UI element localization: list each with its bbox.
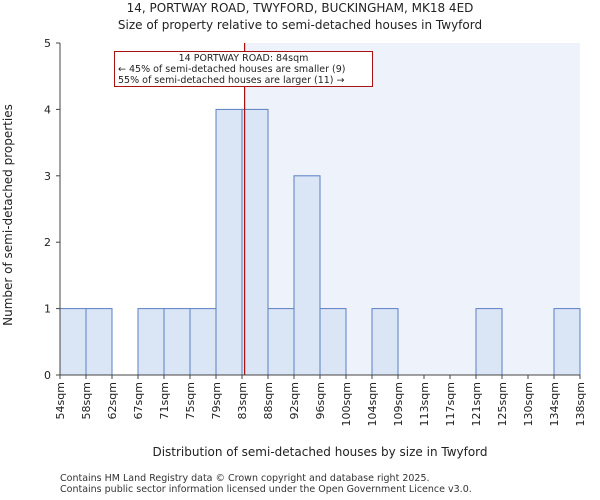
x-tick-label: 109sqm [392, 382, 405, 426]
x-tick-label: 83sqm [236, 382, 249, 419]
y-tick-label: 0 [44, 369, 51, 382]
bar [189, 308, 217, 376]
bar [553, 308, 581, 376]
bar [293, 175, 321, 376]
footer-line-2: Contains public sector information licen… [60, 484, 472, 495]
bar [319, 308, 347, 376]
annotation-box: 14 PORTWAY ROAD: 84sqm ← 45% of semi-det… [114, 51, 373, 87]
y-tick-label: 4 [44, 103, 51, 116]
bar [241, 108, 269, 376]
bar [267, 308, 295, 376]
x-tick-label: 96sqm [314, 382, 327, 419]
annotation-title: 14 PORTWAY ROAD: 84sqm [178, 53, 309, 64]
x-tick-label: 75sqm [184, 382, 197, 419]
bar [163, 308, 191, 376]
annotation-larger: 55% of semi-detached houses are larger (… [118, 75, 345, 86]
y-tick-label: 5 [44, 37, 51, 50]
x-tick-label: 88sqm [262, 382, 275, 419]
bar [215, 108, 243, 376]
x-tick-label: 71sqm [158, 382, 171, 419]
footer-line-1: Contains HM Land Registry data © Crown c… [60, 473, 430, 484]
bar [59, 308, 87, 376]
x-tick-label: 138sqm [574, 382, 587, 426]
chart-title: 14, PORTWAY ROAD, TWYFORD, BUCKINGHAM, M… [126, 1, 474, 15]
x-tick-label: 58sqm [80, 382, 93, 419]
y-tick-label: 2 [44, 236, 51, 249]
x-axis-label: Distribution of semi-detached houses by … [152, 445, 488, 459]
x-tick-label: 104sqm [366, 382, 379, 426]
x-tick-label: 54sqm [54, 382, 67, 419]
x-tick-label: 121sqm [470, 382, 483, 426]
x-tick-label: 67sqm [132, 382, 145, 419]
y-axis-label: Number of semi-detached properties [1, 104, 15, 326]
x-tick-label: 125sqm [496, 382, 509, 426]
bar [85, 308, 113, 376]
bar [137, 308, 165, 376]
bar [371, 308, 399, 376]
x-tick-label: 113sqm [418, 382, 431, 426]
x-tick-label: 92sqm [288, 382, 301, 419]
chart-subtitle: Size of property relative to semi-detach… [117, 18, 483, 32]
x-tick-label: 134sqm [548, 382, 561, 426]
y-tick-label: 1 [44, 303, 51, 316]
x-tick-label: 130sqm [522, 382, 535, 426]
y-tick-label: 3 [44, 170, 51, 183]
x-tick-label: 117sqm [444, 382, 457, 426]
x-tick-label: 62sqm [106, 382, 119, 419]
x-tick-label: 79sqm [210, 382, 223, 419]
bar [475, 308, 503, 376]
x-tick-label: 100sqm [340, 382, 353, 426]
annotation-smaller: ← 45% of semi-detached houses are smalle… [118, 64, 346, 75]
